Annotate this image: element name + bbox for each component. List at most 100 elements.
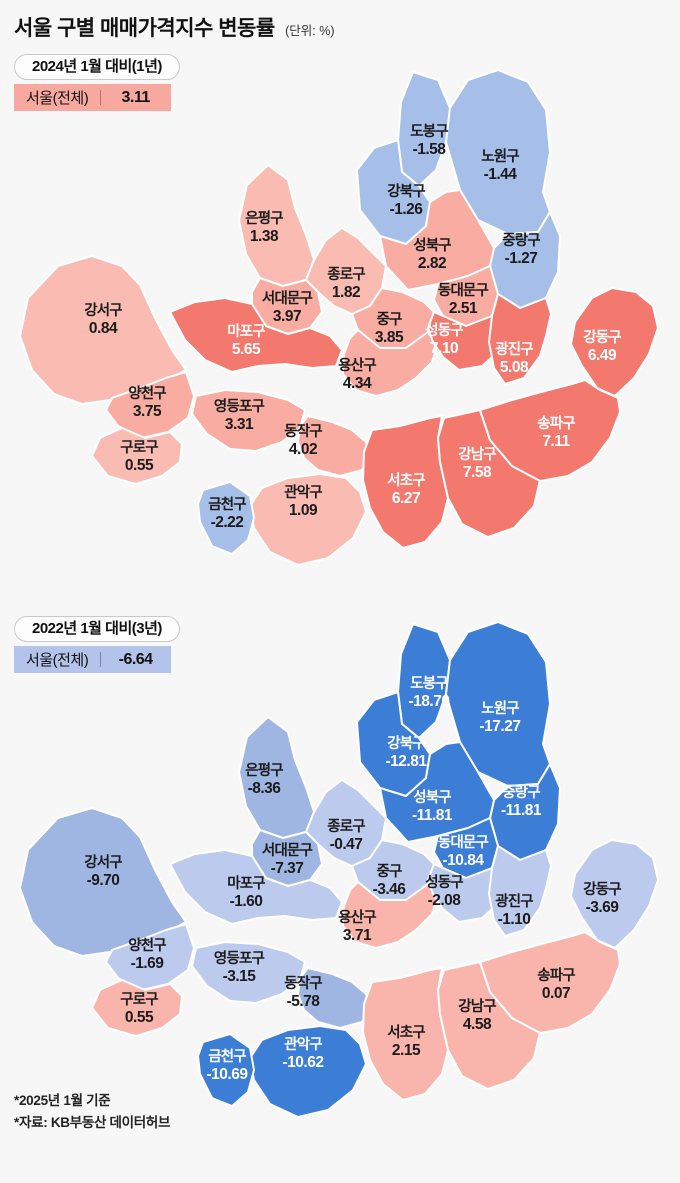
district-value-gangnam: 7.58 (463, 464, 492, 481)
district-label-jungnang: 중랑구 (502, 783, 540, 801)
district-label-mapo: 마포구 (227, 323, 265, 340)
district-value-yangcheon: 3.75 (133, 403, 162, 420)
district-label-geumcheon: 금천구 (208, 496, 246, 513)
district-dobong-map2 (397, 623, 451, 739)
district-value-seodaemun: 3.97 (273, 308, 301, 325)
district-songpa-map2 (479, 931, 621, 1034)
price-change-map-3yr: 도봉구-18.70 노원구-17.27강북구-12.81중랑구-11.81성북구-… (19, 621, 659, 1118)
district-label-gangseo: 강서구 (84, 853, 122, 871)
district-value-eunpyeong: 1.38 (250, 228, 279, 245)
district-value-guro: 0.55 (125, 457, 154, 474)
district-yangcheon-map2 (105, 923, 195, 991)
district-yeongdeungpo-map2 (191, 941, 306, 1004)
district-value-jungnang: -1.27 (505, 250, 538, 267)
district-label-dongdaemun: 동대문구 (438, 834, 489, 851)
district-label-jongno: 종로구 (327, 818, 365, 835)
district-value-gangdong: 6.49 (588, 347, 617, 364)
district-label-gwanak: 관악구 (284, 1035, 322, 1053)
district-label-gangbuk: 강북구 (387, 182, 425, 200)
district-label-songpa: 송파구 (537, 967, 575, 984)
district-label-gwanak: 관악구 (284, 483, 322, 501)
district-value-gangdong: -3.69 (586, 899, 620, 916)
district-value-dongjak: -5.78 (287, 993, 321, 1010)
divider (100, 90, 102, 105)
seoul-total-label: 서울(전체) (26, 652, 89, 669)
district-value-dongdaemun: -10.84 (443, 852, 485, 869)
seoul-total-bar-1yr: 서울(전체) 3.11 (14, 84, 171, 111)
district-value-dobong: -1.58 (413, 141, 447, 158)
district-yangcheon-map1 (105, 371, 195, 439)
district-label-seodaemun: 서대문구 (262, 842, 313, 859)
district-label-yeongdeungpo: 영등포구 (214, 397, 265, 415)
district-value-gangbuk: -1.26 (390, 201, 424, 218)
district-value-guro: 0.55 (125, 1009, 154, 1026)
title-unit: (단위: %) (285, 24, 335, 38)
divider (100, 652, 102, 667)
district-value-gangseo: -9.70 (87, 872, 120, 889)
district-label-jung: 중구 (376, 863, 402, 880)
district-label-seodaemun: 서대문구 (262, 290, 313, 307)
district-value-yangcheon: -1.69 (131, 955, 165, 972)
district-value-nowon: -17.27 (480, 718, 521, 735)
district-value-dongdaemun: 2.51 (449, 300, 478, 317)
title-text: 서울 구별 매매가격지수 변동률 (14, 17, 275, 40)
district-value-geumcheon: -10.69 (207, 1066, 249, 1083)
district-label-seocho: 서초구 (387, 1024, 425, 1041)
district-label-gangseo: 강서구 (84, 301, 122, 319)
district-gwangjin-map1 (488, 293, 552, 385)
district-yongsan-map1 (342, 329, 439, 397)
district-label-dobong: 도봉구 (410, 123, 448, 140)
district-seocho-map1 (362, 415, 449, 549)
district-value-seongbuk: 2.82 (418, 255, 446, 272)
district-label-jongno: 종로구 (327, 266, 365, 283)
district-value-geumcheon: -2.22 (211, 514, 244, 531)
district-value-gangseo: 0.84 (89, 320, 118, 337)
district-label-dongjak: 동작구 (284, 974, 322, 992)
district-label-dongdaemun: 동대문구 (438, 282, 489, 299)
district-value-seongbuk: -11.81 (412, 807, 453, 824)
district-value-jung: 3.85 (375, 329, 404, 346)
district-value-yongsan: 3.71 (343, 927, 372, 944)
district-label-guro: 구로구 (120, 991, 158, 1008)
footnotes: *2025년 1월 기준 *자료: KB부동산 데이터허브 (14, 1090, 170, 1134)
district-songpa-map1 (479, 379, 621, 482)
district-mapo-map2 (169, 849, 343, 925)
district-geumcheon-map1 (197, 481, 255, 555)
district-label-yangcheon: 양천구 (128, 385, 166, 402)
district-value-gangnam: 4.58 (463, 1016, 492, 1033)
district-label-jung: 중구 (376, 311, 402, 328)
district-seongbuk-map2 (379, 741, 495, 843)
district-label-mapo: 마포구 (227, 875, 265, 892)
district-value-eunpyeong: -8.36 (248, 780, 282, 797)
district-value-mapo: -1.60 (230, 893, 263, 910)
district-yeongdeungpo-map1 (191, 389, 306, 452)
district-value-songpa: 0.07 (542, 985, 570, 1002)
district-value-nowon: -1.44 (484, 166, 518, 183)
seoul-total-value: 3.11 (121, 88, 150, 106)
district-value-dobong: -18.70 (409, 693, 450, 710)
seoul-total-value: -6.64 (118, 650, 153, 668)
district-label-gangnam: 강남구 (458, 445, 496, 463)
district-value-jung: -3.46 (373, 881, 407, 898)
district-label-songpa: 송파구 (537, 415, 575, 432)
footnote-basis: *2025년 1월 기준 (14, 1093, 111, 1108)
district-label-yongsan: 용산구 (338, 357, 376, 374)
period-badge-3yr: 2022년 1월 대비(3년) (14, 616, 180, 642)
district-value-jongno: 1.82 (332, 284, 360, 301)
district-value-gangbuk: -12.81 (386, 753, 428, 770)
district-value-seocho: 6.27 (392, 490, 420, 507)
district-value-yeongdeungpo: 3.31 (225, 416, 254, 433)
seoul-total-bar-3yr: 서울(전체) -6.64 (14, 646, 171, 673)
district-label-dobong: 도봉구 (410, 675, 448, 692)
district-label-seocho: 서초구 (387, 472, 425, 489)
district-value-seongdong: 7.10 (430, 340, 458, 357)
district-label-guro: 구로구 (120, 439, 158, 456)
district-gwanak-map2 (249, 1025, 367, 1118)
district-value-seongdong: -2.08 (428, 892, 462, 909)
district-label-gwangjin: 광진구 (495, 892, 533, 910)
district-guro-map1 (91, 427, 183, 485)
district-geumcheon-map2 (197, 1033, 255, 1107)
seoul-total-label: 서울(전체) (26, 90, 89, 107)
